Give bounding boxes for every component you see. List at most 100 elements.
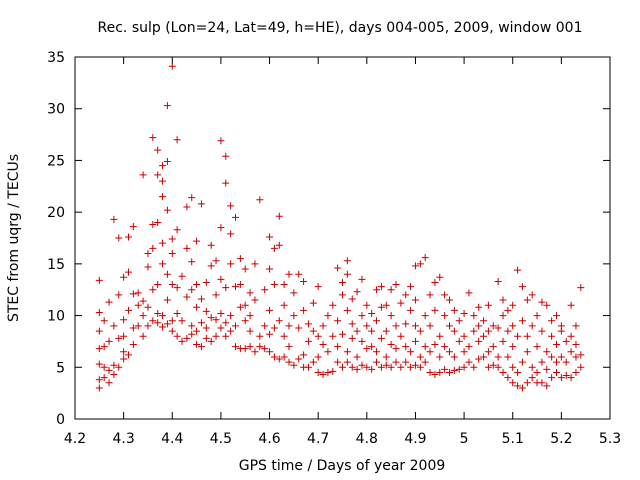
- data-point: [275, 317, 283, 325]
- data-point: [178, 337, 186, 345]
- x-tick-label: 4.7: [307, 431, 329, 447]
- data-point: [227, 230, 235, 238]
- data-point: [557, 322, 565, 330]
- data-point: [431, 341, 439, 349]
- data-point: [197, 295, 205, 303]
- data-point: [446, 368, 453, 376]
- data-point: [232, 343, 239, 351]
- data-point: [499, 337, 507, 345]
- data-point: [144, 263, 152, 271]
- data-point: [543, 382, 551, 390]
- data-point: [154, 310, 162, 318]
- data-point: [509, 301, 517, 309]
- data-point: [207, 262, 215, 270]
- data-point: [256, 196, 264, 204]
- data-point: [577, 363, 585, 371]
- data-point: [450, 327, 458, 335]
- data-point: [304, 363, 312, 371]
- data-point: [358, 312, 366, 320]
- data-point: [134, 322, 142, 330]
- data-point: [285, 358, 293, 366]
- data-point: [168, 235, 176, 243]
- data-point: [129, 290, 137, 298]
- x-tick-label: 4.5: [210, 431, 232, 447]
- data-point: [110, 322, 118, 330]
- data-point: [553, 312, 560, 320]
- data-point: [470, 327, 478, 335]
- data-point: [115, 234, 123, 242]
- data-point: [193, 327, 201, 335]
- x-tick-label: 5.3: [599, 431, 621, 447]
- data-point: [129, 223, 137, 231]
- data-point: [484, 301, 492, 309]
- data-point: [197, 343, 205, 351]
- data-point: [183, 293, 191, 301]
- data-point: [426, 348, 434, 356]
- data-point: [567, 374, 575, 382]
- data-point: [363, 345, 371, 353]
- data-point: [441, 343, 449, 351]
- data-point: [538, 298, 546, 306]
- data-point: [368, 327, 376, 335]
- data-point: [562, 372, 570, 380]
- data-point: [543, 365, 551, 373]
- data-point: [339, 278, 346, 286]
- data-point: [125, 268, 132, 276]
- data-point: [407, 306, 415, 314]
- data-point: [168, 327, 176, 335]
- data-point: [212, 291, 220, 299]
- data-point: [227, 327, 235, 335]
- data-point: [450, 353, 458, 361]
- data-point: [450, 306, 458, 314]
- data-point: [455, 337, 463, 345]
- x-axis-ticks: [74, 57, 611, 419]
- data-point: [144, 322, 152, 330]
- data-point: [197, 319, 205, 327]
- data-point: [149, 317, 157, 325]
- data-point: [232, 283, 239, 291]
- chart-title: Rec. sulp (Lon=24, Lat=49, h=HE), days 0…: [98, 20, 583, 36]
- data-point: [397, 332, 405, 340]
- y-tick-label: 0: [56, 412, 65, 428]
- data-point: [193, 341, 201, 349]
- data-point: [480, 353, 488, 361]
- data-point: [373, 358, 381, 366]
- data-point: [577, 284, 585, 292]
- data-point: [105, 366, 113, 374]
- data-point: [95, 360, 103, 368]
- data-point: [548, 353, 556, 361]
- data-point: [246, 312, 254, 320]
- data-point: [324, 348, 332, 356]
- y-tick-label: 35: [47, 50, 65, 66]
- data-point: [95, 384, 103, 392]
- data-point: [368, 365, 376, 373]
- data-point: [421, 254, 429, 262]
- data-point: [212, 332, 220, 340]
- data-point: [348, 320, 356, 328]
- data-point: [334, 358, 342, 366]
- data-point: [168, 317, 176, 325]
- data-point: [202, 278, 210, 286]
- data-point: [270, 244, 278, 252]
- data-point: [567, 301, 575, 309]
- data-point: [548, 374, 556, 382]
- data-point: [222, 284, 230, 292]
- data-point: [382, 301, 390, 309]
- data-point: [470, 363, 478, 371]
- data-point: [353, 288, 361, 296]
- x-tick-label: 5.1: [502, 431, 524, 447]
- data-point: [514, 368, 522, 376]
- data-point: [392, 345, 400, 353]
- data-point: [377, 363, 385, 371]
- data-point: [290, 289, 298, 297]
- data-point: [275, 212, 283, 220]
- data-point: [129, 324, 137, 332]
- data-point: [275, 355, 283, 363]
- data-point: [280, 353, 288, 361]
- data-point: [309, 327, 317, 335]
- data-point: [178, 317, 186, 325]
- data-point: [163, 296, 171, 304]
- data-point: [285, 343, 293, 351]
- data-point: [567, 348, 575, 356]
- data-point: [489, 361, 497, 369]
